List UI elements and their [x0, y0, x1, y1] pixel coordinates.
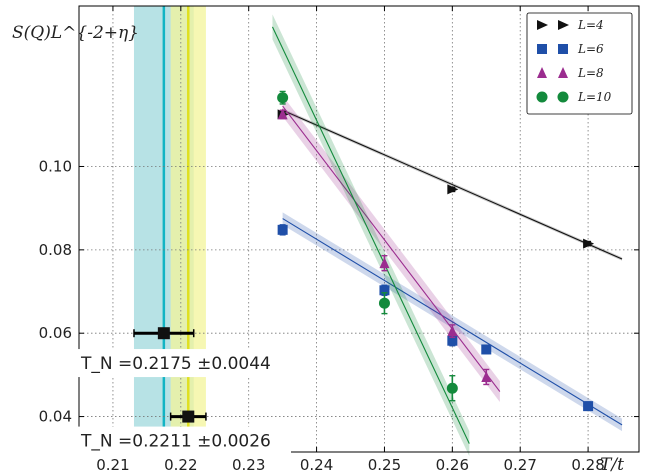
point-L=4-2 [583, 238, 595, 249]
y-axis-label: S(Q)L^{-2+η} [12, 23, 139, 43]
y-tick-label-2: 0.08 [39, 241, 72, 259]
point-L=8-3 [481, 370, 492, 382]
fit-line-L=10 [271, 26, 470, 444]
point-L=8-1 [379, 257, 390, 269]
tn-labels: T_N =0.2175 ±0.0044 T_N =0.2211 ±0.0026 [77, 349, 291, 455]
y-tick-label-1: 0.06 [39, 324, 72, 342]
x-tick-label-7: 0.28 [571, 456, 604, 474]
point-L=10-0 [277, 92, 289, 104]
tn-point-2 [182, 410, 195, 423]
legend-marker-a-L=10 [536, 91, 548, 103]
legend-marker-a-L=8 [537, 67, 547, 78]
tn-label-bg-2 [77, 426, 291, 455]
legend-label-L=6: L=6 [577, 42, 604, 56]
tn-label-1: T_N =0.2175 ±0.0044 [80, 354, 271, 374]
point-L=10-2 [446, 382, 458, 394]
tn-label-2: T_N =0.2211 ±0.0026 [80, 432, 271, 452]
point-L=6-3 [481, 344, 492, 355]
point-L=6-4 [583, 401, 594, 412]
y-tick-label-0: 0.04 [39, 408, 72, 426]
x-tick-label-2: 0.23 [232, 456, 265, 474]
point-L=6-2 [447, 335, 458, 346]
y-tick-label-3: 0.10 [39, 157, 72, 175]
point-L=10-1 [378, 297, 390, 309]
legend-label-L=10: L=10 [577, 90, 612, 104]
point-L=6-0 [277, 224, 288, 235]
legend-marker-b-L=8 [558, 67, 568, 78]
point-L=6-1 [379, 285, 390, 296]
legend-marker-a-L=6 [537, 44, 547, 54]
x-tick-label-6: 0.27 [504, 456, 537, 474]
legend-marker-b-L=6 [558, 44, 568, 54]
fit-lines [271, 14, 623, 457]
point-L=8-0 [277, 108, 288, 120]
plot-frame [78, 5, 640, 453]
legend-box [526, 12, 633, 115]
legend-marker-a-L=4 [537, 20, 548, 30]
fit-line-L=8 [282, 105, 501, 392]
x-axis-label: T/t [600, 455, 624, 474]
point-L=4-1 [447, 184, 459, 195]
x-tick-label-5: 0.26 [436, 456, 469, 474]
fit-line-L=6 [282, 218, 623, 426]
axis-ticks: 0.21 0.22 0.23 0.24 0.25 0.26 0.27 0.28 0.04 0.06… [39, 6, 639, 474]
fit-line-L=4 [282, 109, 623, 260]
x-tick-label-4: 0.25 [368, 456, 401, 474]
critical-bands [133, 6, 206, 452]
tn-label-bg-1 [77, 349, 291, 378]
x-tick-label-0: 0.21 [96, 456, 129, 474]
legend-label-L=4: L=4 [577, 18, 604, 32]
legend: L=4 L=6 L=8 L=10 [526, 12, 633, 115]
tn-point-1 [157, 327, 170, 340]
legend-marker-b-L=4 [558, 20, 569, 30]
x-tick-label-1: 0.22 [164, 456, 197, 474]
x-tick-label-3: 0.24 [300, 456, 333, 474]
legend-marker-b-L=10 [557, 91, 569, 103]
point-L=8-2 [447, 325, 458, 337]
data-points [133, 90, 595, 423]
legend-label-L=8: L=8 [577, 66, 604, 80]
